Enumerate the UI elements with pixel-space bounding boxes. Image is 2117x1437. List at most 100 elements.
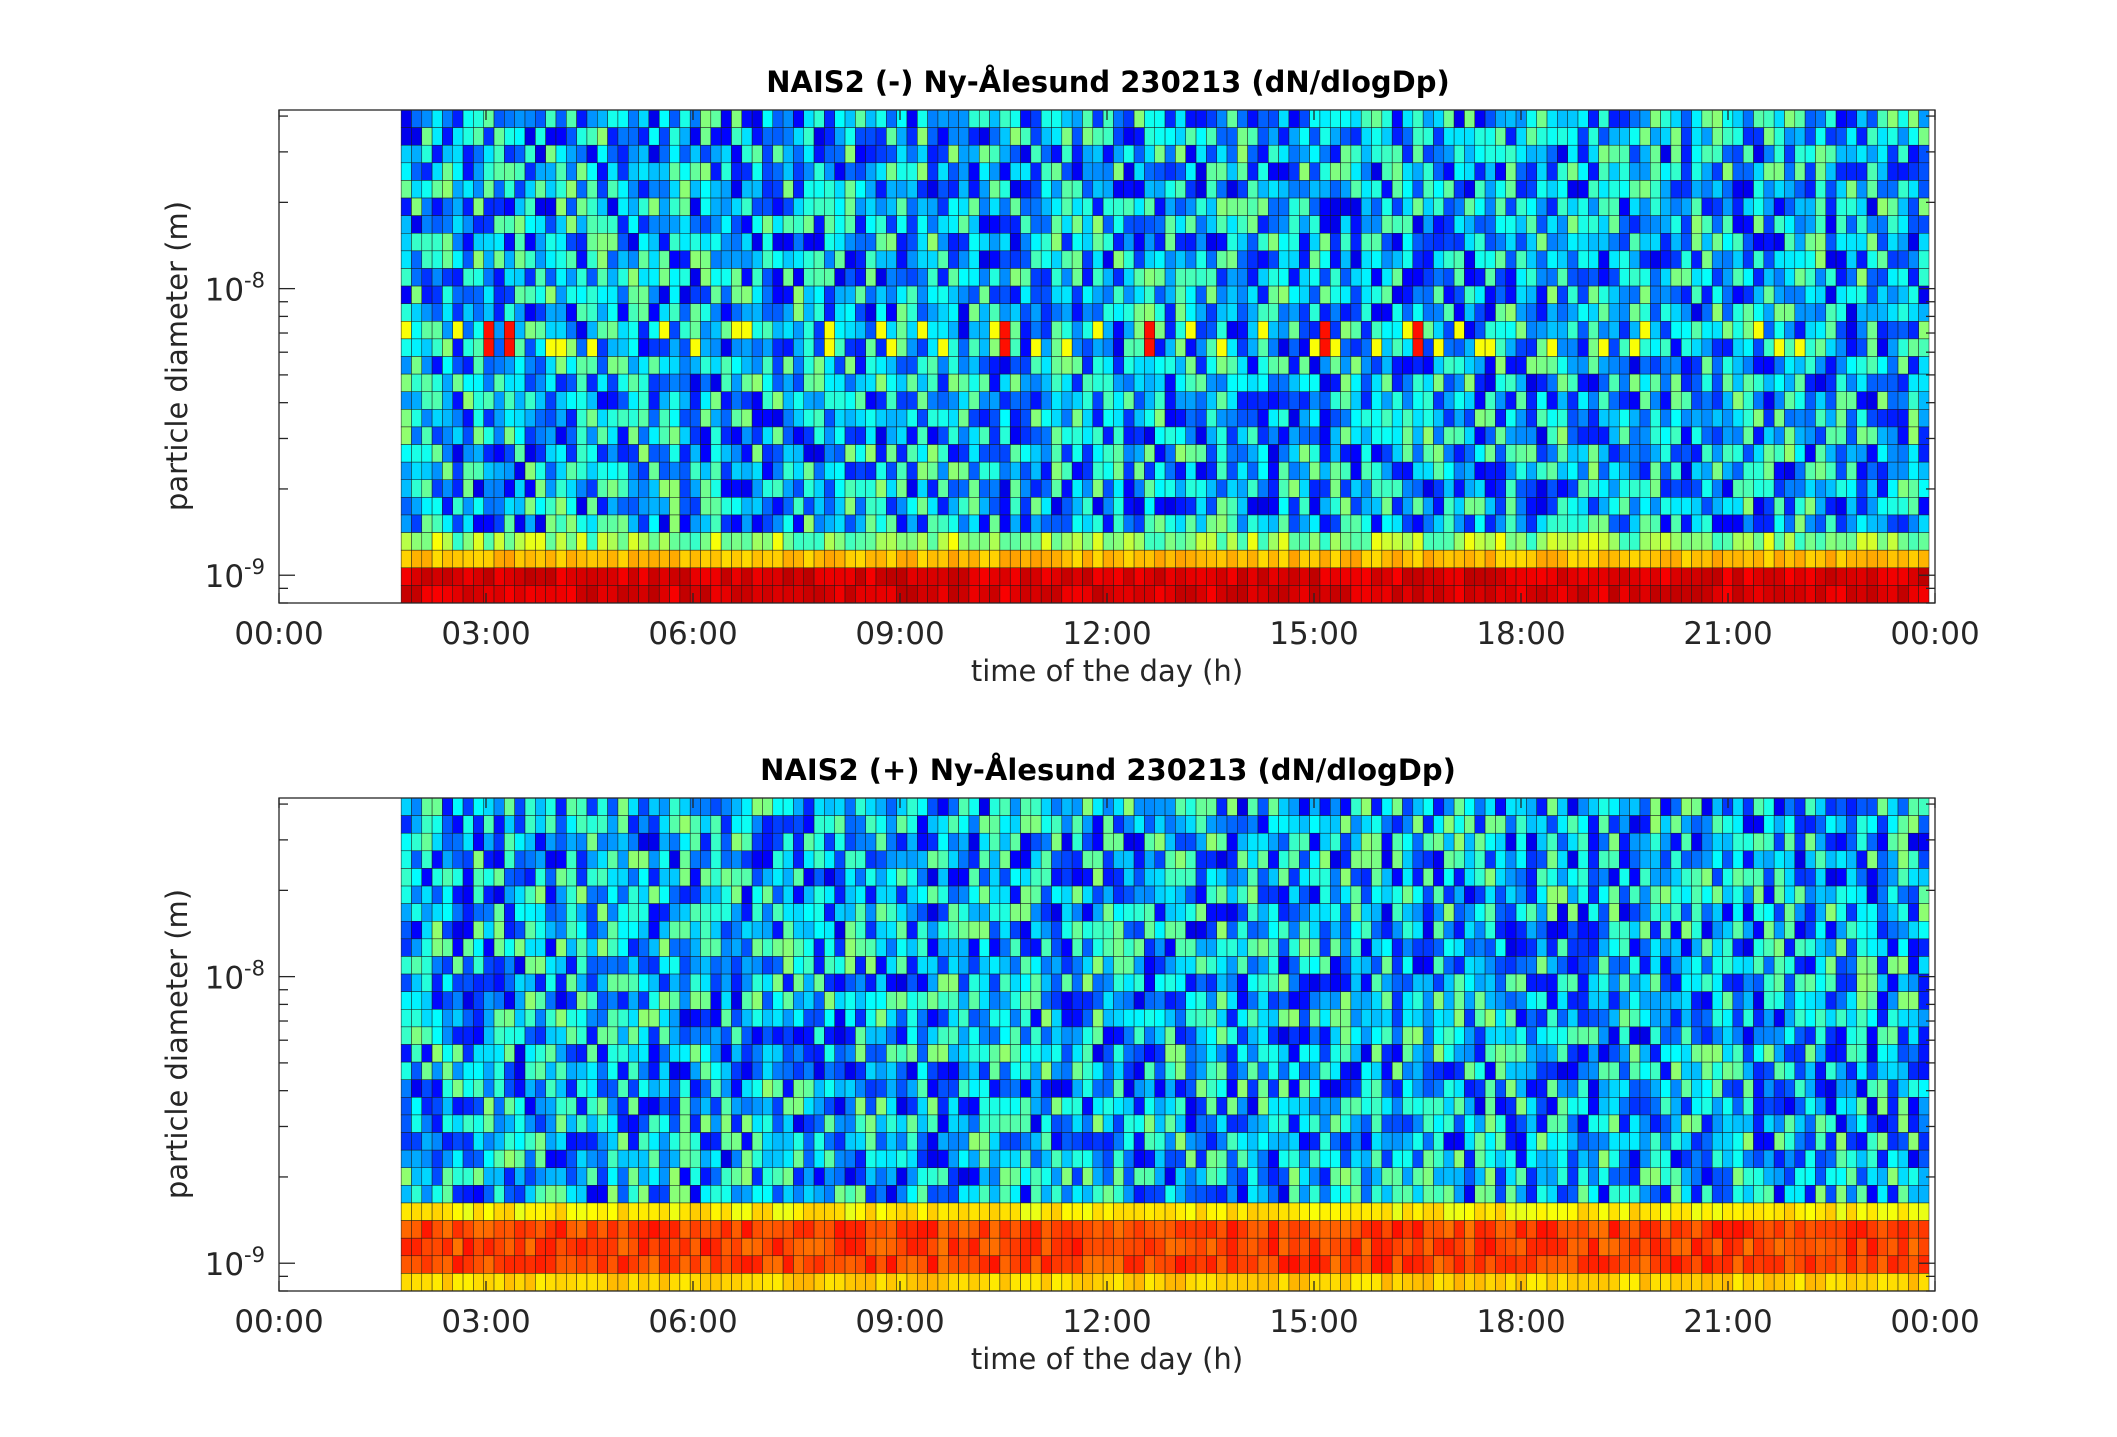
heatmap-cell: [824, 250, 835, 269]
heatmap-cell: [1484, 444, 1496, 463]
heatmap-cell: [576, 956, 588, 975]
heatmap-cell: [597, 391, 608, 410]
heatmap-cell: [1164, 444, 1176, 463]
heatmap-cell: [1773, 532, 1785, 551]
heatmap-cell: [1061, 233, 1073, 252]
x-tick-label: 21:00: [1683, 616, 1772, 652]
heatmap-cell: [1422, 497, 1434, 516]
heatmap-cell: [1773, 162, 1785, 181]
heatmap-cell: [1071, 180, 1083, 199]
heatmap-cell: [638, 373, 650, 392]
heatmap-cell: [1422, 233, 1434, 252]
heatmap-cell: [1515, 409, 1527, 428]
heatmap-cell: [917, 127, 928, 146]
heatmap-cell: [1061, 197, 1073, 216]
heatmap-cell: [1061, 303, 1073, 322]
heatmap-cell: [875, 356, 887, 375]
heatmap-cell: [1040, 479, 1052, 498]
heatmap-cell: [1433, 391, 1445, 410]
heatmap-cell: [1629, 567, 1641, 586]
heatmap-cell: [865, 426, 877, 445]
heatmap-cell: [1123, 321, 1135, 340]
heatmap-cell: [803, 215, 815, 234]
heatmap-cell: [1608, 426, 1620, 445]
heatmap-cell: [1154, 391, 1166, 410]
heatmap-cell: [813, 215, 825, 234]
heatmap-cell: [1650, 391, 1661, 410]
heatmap-cell: [1567, 426, 1579, 445]
heatmap-cell: [483, 1079, 495, 1098]
heatmap-cell: [628, 338, 639, 357]
heatmap-cell: [1350, 144, 1362, 164]
heatmap-cell: [999, 497, 1011, 516]
heatmap-cell: [524, 1149, 536, 1169]
heatmap-cell: [782, 285, 794, 304]
heatmap-cell: [535, 109, 546, 128]
heatmap-cell: [1484, 585, 1496, 604]
heatmap-cell: [442, 1220, 453, 1239]
heatmap-cell: [1175, 250, 1186, 269]
heatmap-cell: [751, 567, 763, 586]
heatmap-cell: [473, 1079, 484, 1098]
heatmap-cell: [1206, 250, 1217, 269]
heatmap-cell: [1381, 497, 1393, 516]
heatmap-cell: [1226, 144, 1238, 164]
heatmap-cell: [679, 514, 691, 533]
heatmap-cell: [452, 391, 464, 410]
heatmap-cell: [896, 409, 908, 428]
heatmap-cell: [669, 1237, 681, 1257]
heatmap-cell: [1815, 514, 1827, 533]
heatmap-cell: [958, 303, 970, 322]
heatmap-cell: [514, 356, 526, 375]
heatmap-cell: [1670, 321, 1682, 340]
heatmap-cell: [1020, 109, 1032, 128]
heatmap-cell: [411, 285, 423, 304]
heatmap-cell: [679, 1255, 691, 1274]
heatmap-cell: [1113, 426, 1125, 445]
heatmap-cell: [1711, 549, 1723, 569]
heatmap-cell: [421, 426, 433, 445]
heatmap-cell: [638, 1044, 650, 1063]
heatmap-cell: [803, 268, 815, 287]
heatmap-cell: [431, 1273, 443, 1292]
heatmap-cell: [504, 285, 515, 304]
heatmap-cell: [1402, 233, 1414, 252]
heatmap-cell: [462, 549, 474, 569]
heatmap-cell: [431, 426, 443, 445]
heatmap-cell: [1619, 285, 1630, 304]
heatmap-cell: [1257, 479, 1269, 498]
heatmap-cell: [855, 461, 866, 481]
heatmap-cell: [566, 832, 577, 852]
heatmap-cell: [1557, 321, 1568, 340]
heatmap-cell: [731, 197, 743, 216]
heatmap-cell: [566, 956, 577, 975]
heatmap-cell: [421, 973, 433, 992]
heatmap-cell: [483, 1097, 495, 1116]
heatmap-cell: [844, 250, 856, 269]
heatmap-cell: [1453, 127, 1465, 146]
heatmap-cell: [896, 479, 908, 498]
heatmap-cell: [431, 391, 443, 410]
heatmap-cell: [628, 285, 639, 304]
heatmap-cell: [1020, 285, 1032, 304]
heatmap-cell: [648, 832, 660, 852]
heatmap-cell: [1340, 461, 1352, 481]
heatmap-cell: [1422, 127, 1434, 146]
heatmap-cell: [1299, 250, 1310, 269]
heatmap-cell: [1680, 532, 1692, 551]
heatmap-cell: [586, 497, 598, 516]
heatmap-cell: [1071, 215, 1083, 234]
heatmap-cell: [720, 373, 732, 392]
heatmap-cell: [1763, 409, 1775, 428]
heatmap-cell: [566, 1061, 577, 1080]
heatmap-cell: [1588, 321, 1599, 340]
heatmap-cell: [1629, 409, 1641, 428]
heatmap-cell: [834, 303, 846, 322]
heatmap-cell: [1123, 532, 1135, 551]
heatmap-cell: [524, 532, 536, 551]
heatmap-cell: [1846, 303, 1857, 322]
heatmap-cell: [1464, 585, 1476, 604]
heatmap-cell: [1598, 549, 1610, 569]
heatmap-cell: [545, 1202, 557, 1221]
heatmap-cell: [1484, 321, 1496, 340]
